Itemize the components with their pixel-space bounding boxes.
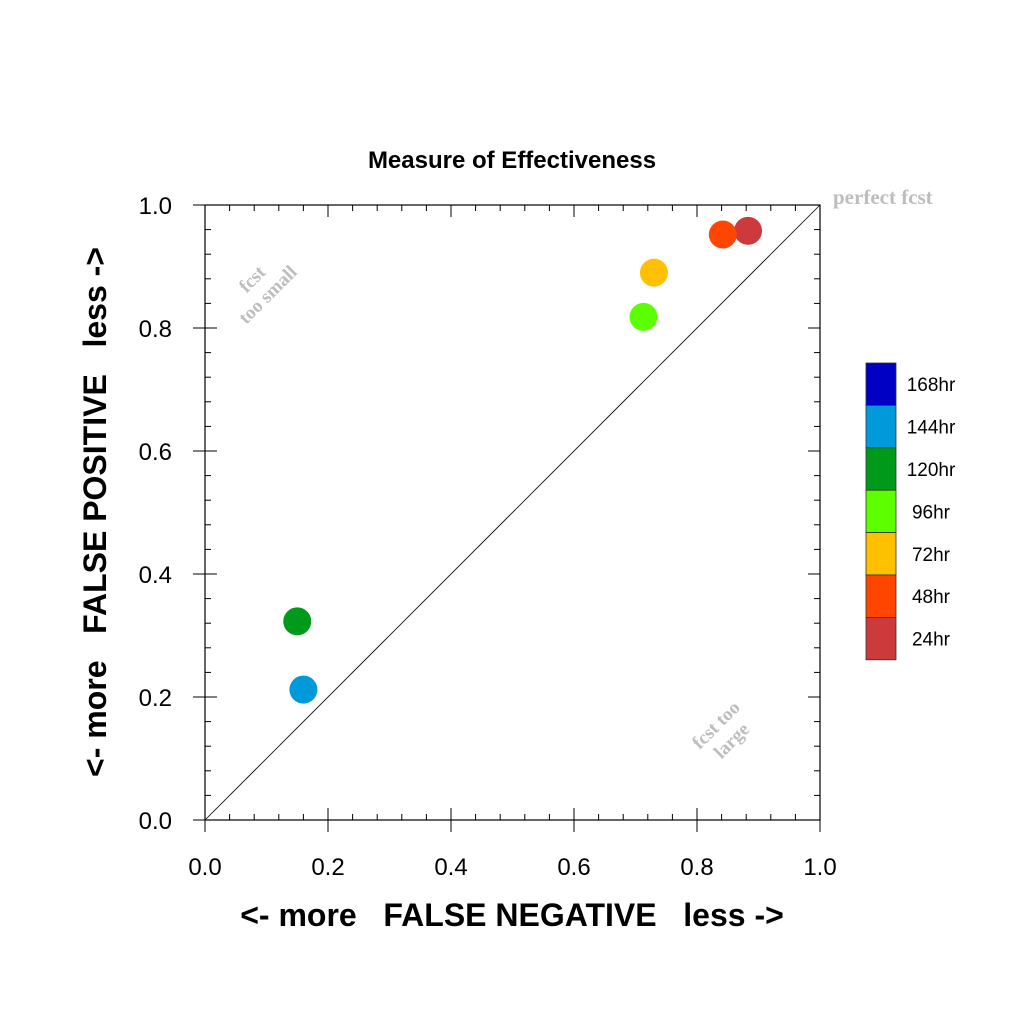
legend-swatch-120hr bbox=[865, 447, 897, 491]
x-tick-label: 1.0 bbox=[803, 854, 836, 881]
y-tick-label: 1.0 bbox=[139, 193, 172, 220]
chart-title: Measure of Effectiveness bbox=[368, 147, 656, 174]
point-48hr bbox=[708, 220, 737, 249]
x-tick-label: 0.8 bbox=[680, 854, 713, 881]
y-tick-label: 0.2 bbox=[139, 685, 172, 712]
y-tick-label: 0.6 bbox=[139, 439, 172, 466]
legend-label-120hr: 120hr bbox=[907, 460, 956, 481]
diagonal-line bbox=[204, 204, 821, 821]
x-tick-label: 0.2 bbox=[311, 854, 344, 881]
point-96hr bbox=[629, 302, 658, 331]
point-120hr bbox=[283, 607, 312, 636]
y-tick-label: 0.4 bbox=[139, 562, 172, 589]
axis-ticks bbox=[193, 204, 821, 832]
y-tick-label: 0.0 bbox=[139, 808, 172, 835]
plot-area: 0.0 0.2 0.4 0.6 0.8 1.0 0.0 0.2 0.4 0.6 0.8 1.0 per… bbox=[139, 185, 933, 881]
legend-swatch-48hr bbox=[865, 574, 897, 618]
y-tick-label: 0.8 bbox=[139, 316, 172, 343]
annotation-perfect-fcst: perfect fcst bbox=[833, 185, 933, 209]
legend-swatch-24hr bbox=[865, 617, 897, 661]
annotation-too-small: fcst too small bbox=[235, 262, 302, 329]
legend-label-168hr: 168hr bbox=[907, 375, 956, 396]
tick-labels: 0.0 0.2 0.4 0.6 0.8 1.0 0.0 0.2 0.4 0.6 0.8 1.0 bbox=[139, 193, 837, 881]
point-144hr bbox=[289, 675, 318, 704]
legend-swatch-96hr bbox=[865, 489, 897, 534]
point-72hr bbox=[639, 258, 668, 287]
legend: 168hr 144hr 120hr 96hr 72hr 48hr 24hr bbox=[865, 362, 956, 661]
plot-frame bbox=[204, 204, 821, 821]
legend-label-96hr: 96hr bbox=[912, 502, 951, 523]
legend-label-72hr: 72hr bbox=[912, 545, 951, 566]
x-axis-label: <- more FALSE NEGATIVE less -> bbox=[240, 897, 784, 933]
legend-swatch-72hr bbox=[865, 532, 897, 576]
data-points bbox=[283, 216, 763, 704]
x-tick-label: 0.0 bbox=[188, 854, 221, 881]
legend-label-24hr: 24hr bbox=[912, 630, 951, 651]
point-24hr bbox=[734, 216, 763, 245]
x-tick-label: 0.6 bbox=[557, 854, 590, 881]
y-axis-label: <- more FALSE POSITIVE less -> bbox=[77, 247, 113, 777]
legend-swatch-144hr bbox=[865, 404, 897, 449]
legend-swatch-168hr bbox=[865, 362, 897, 406]
x-tick-label: 0.4 bbox=[434, 854, 467, 881]
legend-label-48hr: 48hr bbox=[912, 587, 951, 608]
annotation-too-large: fcst too large bbox=[688, 697, 754, 763]
legend-label-144hr: 144hr bbox=[907, 418, 956, 439]
